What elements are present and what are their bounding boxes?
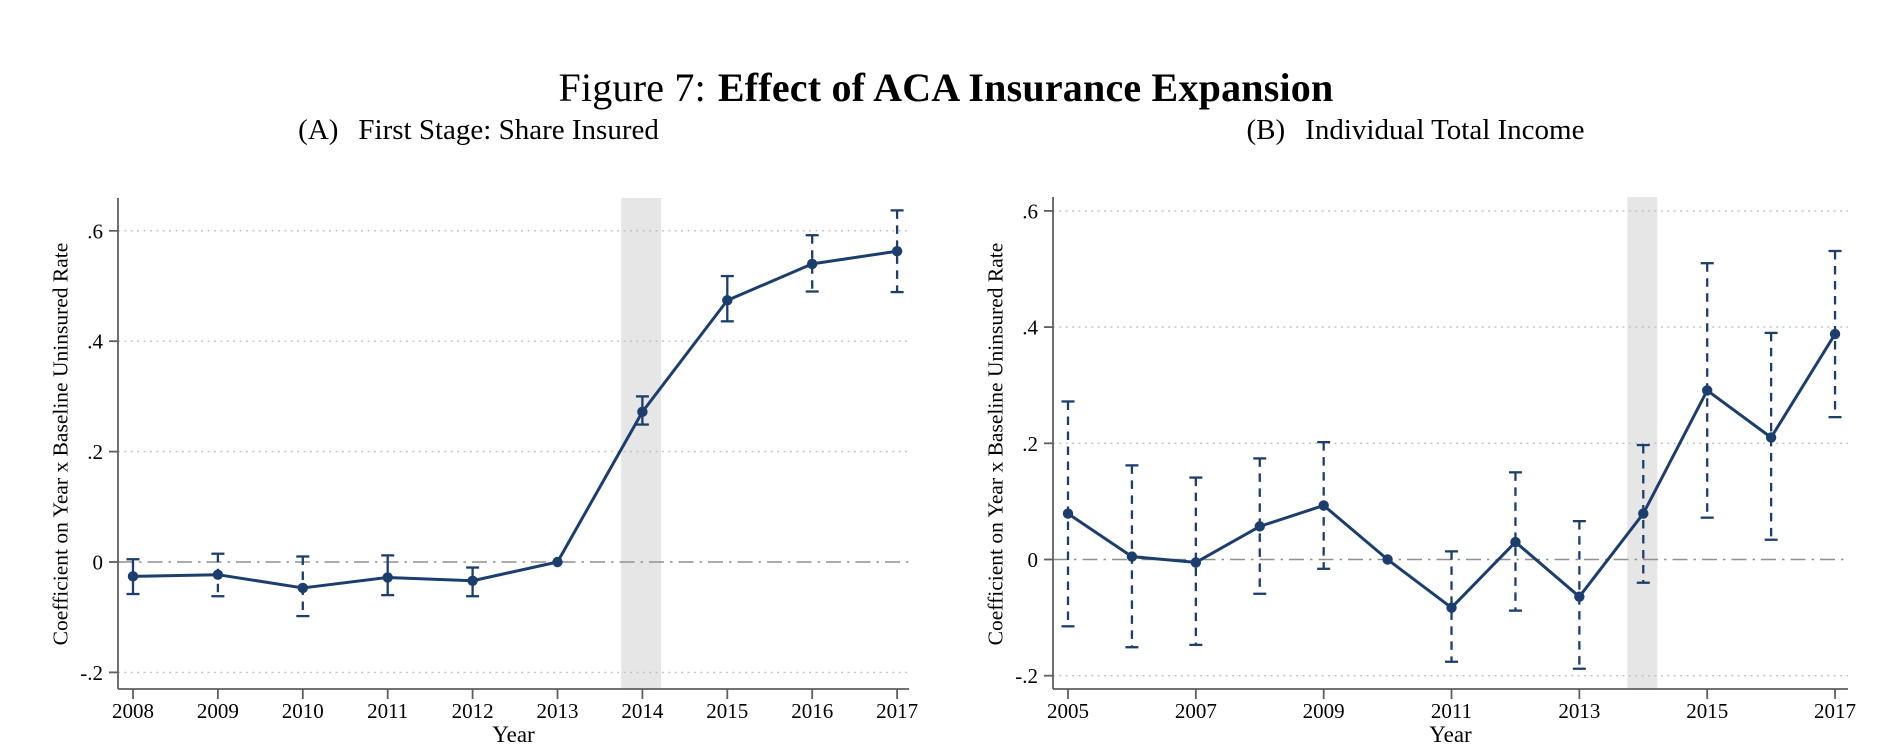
panel-a-x-tick-label: 2010 [282, 699, 324, 723]
panel-a-y-tick-label: -.2 [80, 661, 103, 685]
panel-a-x-tick-label: 2011 [367, 699, 408, 723]
panel-a-tag: (A) [298, 114, 339, 146]
panel-b-data-point-marker [1318, 500, 1329, 511]
panel-a-y-tick-label: .2 [87, 440, 103, 464]
panel-a-x-tick-label: 2009 [197, 699, 239, 723]
figure-title: Figure 7: Effect of ACA Insurance Expansi… [0, 64, 1892, 111]
panel-b-x-tick-label: 2015 [1686, 699, 1728, 723]
panel-b-data-point-marker [1638, 508, 1649, 519]
panel-b-x-axis-title: Year [1429, 722, 1472, 747]
panel-a-data-point-marker [212, 569, 224, 580]
panel-a-x-tick-label: 2013 [537, 699, 579, 723]
panel-b-tag: (B) [1246, 114, 1286, 146]
panel-b-x-tick-label: 2009 [1303, 699, 1345, 723]
panel-a-data-point-marker [891, 246, 903, 257]
panel-a-data-point-marker [127, 571, 139, 582]
figure-title-prefix: Figure 7: [558, 65, 706, 110]
panel-a-x-tick-label: 2016 [791, 699, 833, 723]
panel-b-data-point-marker [1510, 536, 1521, 548]
panel-a-x-tick-label: 2015 [706, 699, 748, 723]
panel-b-data-point-marker [1382, 554, 1393, 565]
panel-a-data-point-marker [807, 258, 818, 270]
panel-b-y-tick-label: .6 [1022, 199, 1038, 223]
panel-b-data-point-marker [1062, 508, 1074, 519]
panel-b-x-tick-label: 2017 [1814, 699, 1856, 723]
panel-b-y-tick-label: .2 [1022, 432, 1038, 456]
panel-a-data-point-marker [467, 575, 478, 586]
panel-b-title-text: Individual Total Income [1305, 114, 1585, 146]
panel-a-data-point-marker [552, 556, 563, 568]
panel-b-data-point-marker [1702, 385, 1713, 396]
panel-a-title-text: First Stage: Share Insured [358, 114, 659, 146]
panel-a-x-tick-label: 2017 [876, 699, 918, 723]
panel-b-title: (B) Individual Total Income [983, 114, 1848, 147]
panel-b-x-tick-label: 2011 [1431, 699, 1472, 723]
panel-b-data-point-marker [1190, 557, 1202, 568]
panel-a-data-point-marker [382, 572, 393, 583]
panel-b-y-tick-label: -.2 [1015, 664, 1038, 688]
panel-a-series-line [132, 249, 898, 590]
panel-a-data-point-marker [722, 295, 733, 306]
panel-b-y-tick-label: 0 [1028, 548, 1039, 572]
panel-b-data-point-marker [1126, 551, 1138, 562]
panel-a-data-point-marker [297, 582, 308, 594]
panel-a-y-tick-label: 0 [93, 551, 104, 575]
panel-a-x-axis-title: Year [492, 722, 535, 747]
panel-b-data-point-marker [1765, 432, 1777, 443]
panel-a-x-tick-label: 2008 [112, 699, 154, 723]
panel-a-policy-period-band [621, 198, 662, 689]
panel-a-x-tick-label: 2014 [621, 699, 664, 723]
panel-a-y-tick-label: .6 [87, 219, 103, 243]
panel-b-data-point-marker [1829, 328, 1841, 340]
panel-b-data-point-marker [1446, 602, 1457, 613]
panel-b-x-tick-label: 2007 [1175, 699, 1217, 723]
panel-b-data-point-marker [1574, 591, 1585, 602]
figure-title-main: Effect of ACA Insurance Expansion [717, 65, 1334, 110]
panel-a-y-tick-label: .4 [87, 330, 103, 354]
panel-a-x-tick-label: 2012 [452, 699, 494, 723]
panel-b-x-tick-label: 2005 [1047, 699, 1089, 723]
panel-a-title: (A) First Stage: Share Insured [48, 114, 909, 147]
panel-b-x-tick-label: 2013 [1558, 699, 1600, 723]
panel-b-data-point-marker [1254, 521, 1265, 532]
panel-a-data-point-marker [637, 406, 648, 418]
panel-b-y-tick-label: .4 [1022, 316, 1038, 340]
